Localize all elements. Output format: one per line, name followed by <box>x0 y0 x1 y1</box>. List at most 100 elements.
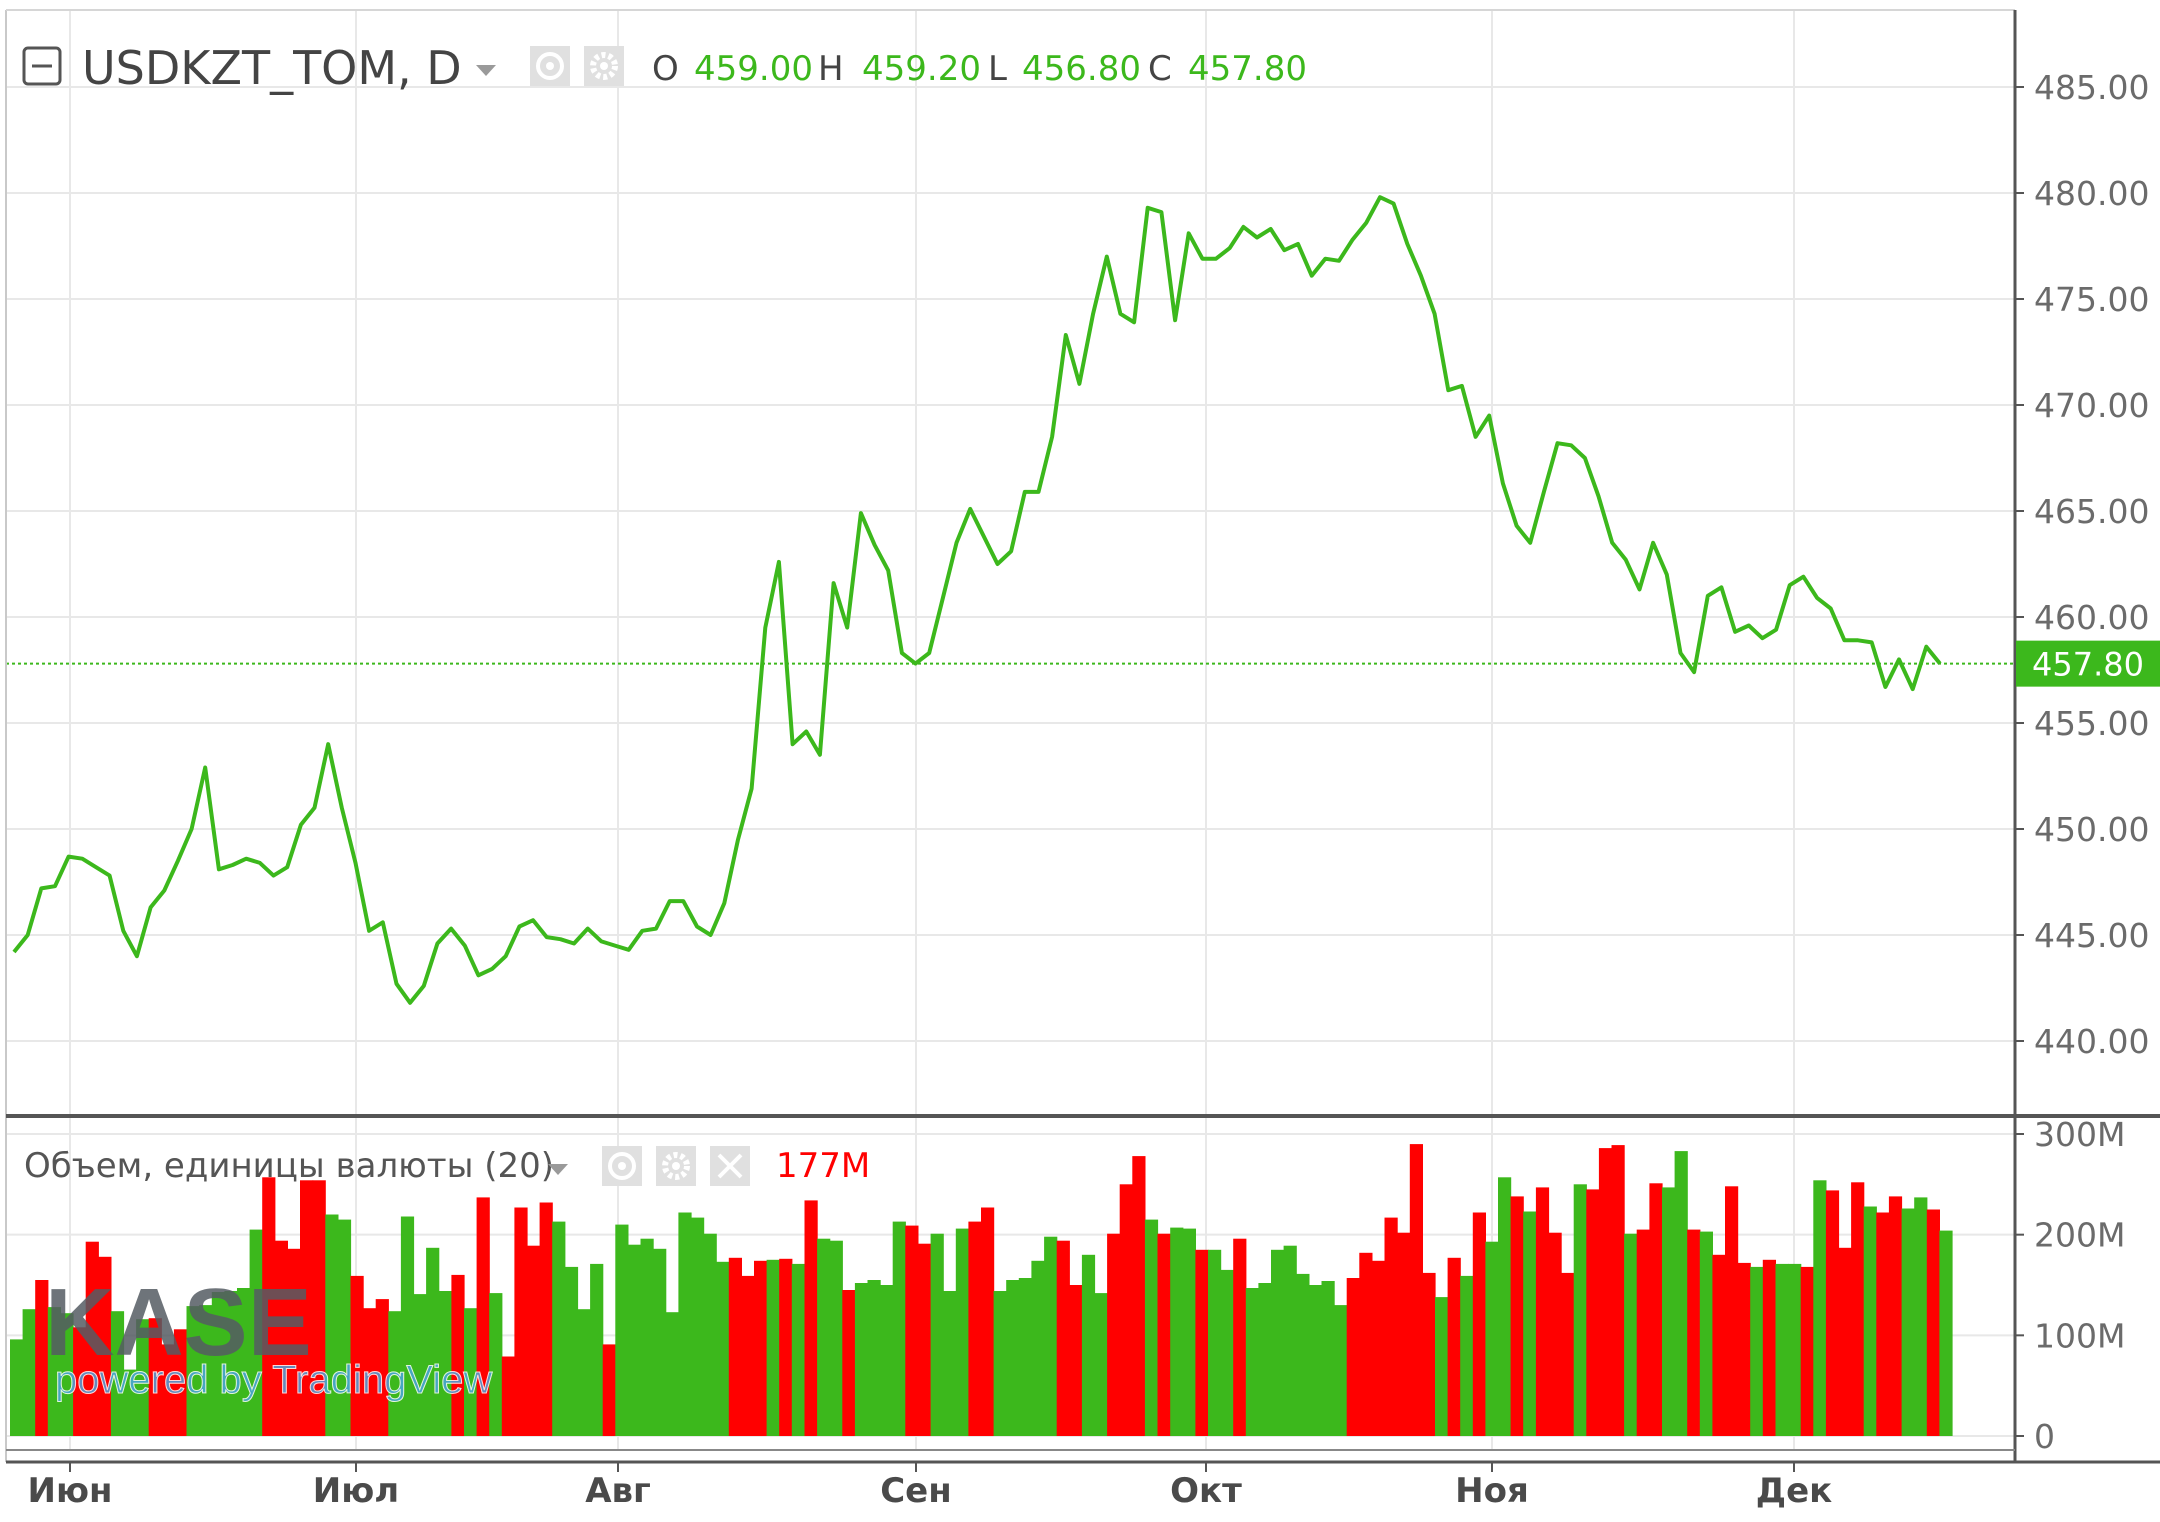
volume-bar <box>1901 1208 1915 1436</box>
volume-bar <box>1031 1260 1045 1436</box>
volume-bar <box>1548 1232 1562 1436</box>
volume-bar <box>1788 1263 1802 1436</box>
volume-bar <box>1132 1156 1146 1436</box>
volume-bar <box>779 1258 793 1436</box>
volume-bar <box>514 1207 528 1436</box>
volume-bars <box>10 1144 1953 1436</box>
powered-by-tradingview: powered by TradingView <box>55 1358 492 1402</box>
volume-bar <box>880 1285 894 1436</box>
volume-bar <box>1460 1275 1474 1436</box>
volume-bar <box>1687 1229 1701 1436</box>
volume-close-button[interactable] <box>710 1146 750 1186</box>
volume-bar <box>110 1311 125 1436</box>
volume-bar <box>1863 1206 1877 1436</box>
month-label: Июл <box>313 1471 399 1511</box>
kase-logo: KASE <box>45 1269 312 1376</box>
volume-bar <box>35 1280 49 1436</box>
volume-bar <box>173 1329 188 1436</box>
volume-bar <box>1245 1288 1259 1436</box>
volume-bar <box>262 1177 276 1436</box>
volume-bar <box>388 1311 402 1436</box>
volume-bar <box>1044 1236 1058 1436</box>
volume-bar <box>1094 1293 1108 1436</box>
volume-bar <box>552 1221 566 1436</box>
visibility-button[interactable] <box>530 46 570 86</box>
volume-bar <box>73 1327 87 1436</box>
volume-bar <box>1422 1272 1436 1436</box>
volume-bar <box>1485 1241 1499 1436</box>
volume-bar <box>1069 1285 1083 1436</box>
volume-bar <box>1435 1297 1449 1436</box>
month-label: Сен <box>880 1471 952 1511</box>
volume-bar <box>892 1221 906 1436</box>
volume-bar <box>1359 1252 1373 1436</box>
volume-bar <box>716 1261 730 1436</box>
caret-down-icon[interactable] <box>476 65 496 76</box>
volume-bar <box>1624 1233 1638 1436</box>
volume-bar <box>501 1356 515 1436</box>
volume-bar <box>413 1294 427 1436</box>
volume-bar <box>577 1309 591 1436</box>
volume-bar <box>867 1280 881 1436</box>
volume-bar <box>136 1319 150 1436</box>
volume-bar <box>1775 1263 1789 1436</box>
high-label: H <box>818 49 844 89</box>
volume-bar <box>1510 1196 1524 1436</box>
volume-bar <box>375 1299 389 1436</box>
volume-bar <box>955 1228 969 1436</box>
close-label: C <box>1148 49 1172 89</box>
volume-bar <box>653 1248 667 1436</box>
volume-bar <box>1573 1184 1587 1436</box>
volume-bar <box>1498 1177 1512 1436</box>
volume-bar <box>703 1233 717 1436</box>
volume-bar <box>804 1200 818 1436</box>
volume-bar <box>993 1291 1007 1436</box>
price-axis-panel[interactable] <box>2015 10 2160 1522</box>
volume-bar <box>451 1274 465 1436</box>
volume-axis-ticks: 300M 200M 100M 0 <box>2015 1115 2125 1456</box>
volume-bar <box>1561 1272 1575 1436</box>
caret-down-icon[interactable] <box>548 1164 568 1175</box>
settings-button[interactable] <box>584 46 624 86</box>
volume-bar <box>1056 1240 1070 1436</box>
volume-bar <box>1725 1186 1739 1436</box>
volume-bar <box>627 1244 642 1436</box>
volume-bar <box>274 1240 288 1436</box>
volume-bar <box>1750 1266 1764 1436</box>
open-value: 459.00 <box>694 49 813 89</box>
volume-settings-button[interactable] <box>656 1146 696 1186</box>
volume-visibility-button[interactable] <box>602 1146 642 1186</box>
volume-legend-header: Объем, единицы валюты (20) 177M <box>24 1146 870 1186</box>
volume-bar <box>363 1308 377 1436</box>
price-tick-label: 440.00 <box>2034 1022 2149 1061</box>
volume-bar <box>640 1238 654 1436</box>
collapse-button[interactable] <box>22 46 62 86</box>
price-tick-label: 480.00 <box>2034 174 2149 213</box>
volume-bar <box>1258 1283 1272 1436</box>
volume-bar <box>1308 1285 1323 1436</box>
volume-bar <box>211 1292 225 1436</box>
volume-bar <box>85 1241 99 1436</box>
volume-bar <box>1384 1217 1398 1436</box>
volume-bar <box>199 1305 213 1436</box>
volume-tick-label: 300M <box>2034 1115 2125 1154</box>
volume-bar <box>426 1247 440 1436</box>
time-axis-labels: Июн Июл Авг Сен Окт Ноя Дек <box>28 1462 1832 1511</box>
volume-bar <box>1813 1180 1827 1436</box>
price-tick-label: 475.00 <box>2034 280 2149 319</box>
volume-bar <box>300 1180 314 1436</box>
volume-bar <box>186 1306 200 1436</box>
volume-title[interactable]: Объем, единицы валюты (20) <box>24 1146 554 1186</box>
volume-bar <box>930 1233 944 1436</box>
volume-bar <box>1283 1245 1297 1436</box>
volume-bar <box>691 1217 705 1436</box>
month-label: Ноя <box>1455 1471 1529 1511</box>
volume-bar <box>1674 1151 1688 1436</box>
open-label: O <box>652 49 679 89</box>
volume-bar <box>249 1229 263 1436</box>
volume-bar <box>1409 1144 1423 1436</box>
symbol-title[interactable]: USDKZT_TOM, D <box>82 41 462 95</box>
volume-bar <box>161 1344 175 1436</box>
volume-bar <box>678 1212 692 1436</box>
